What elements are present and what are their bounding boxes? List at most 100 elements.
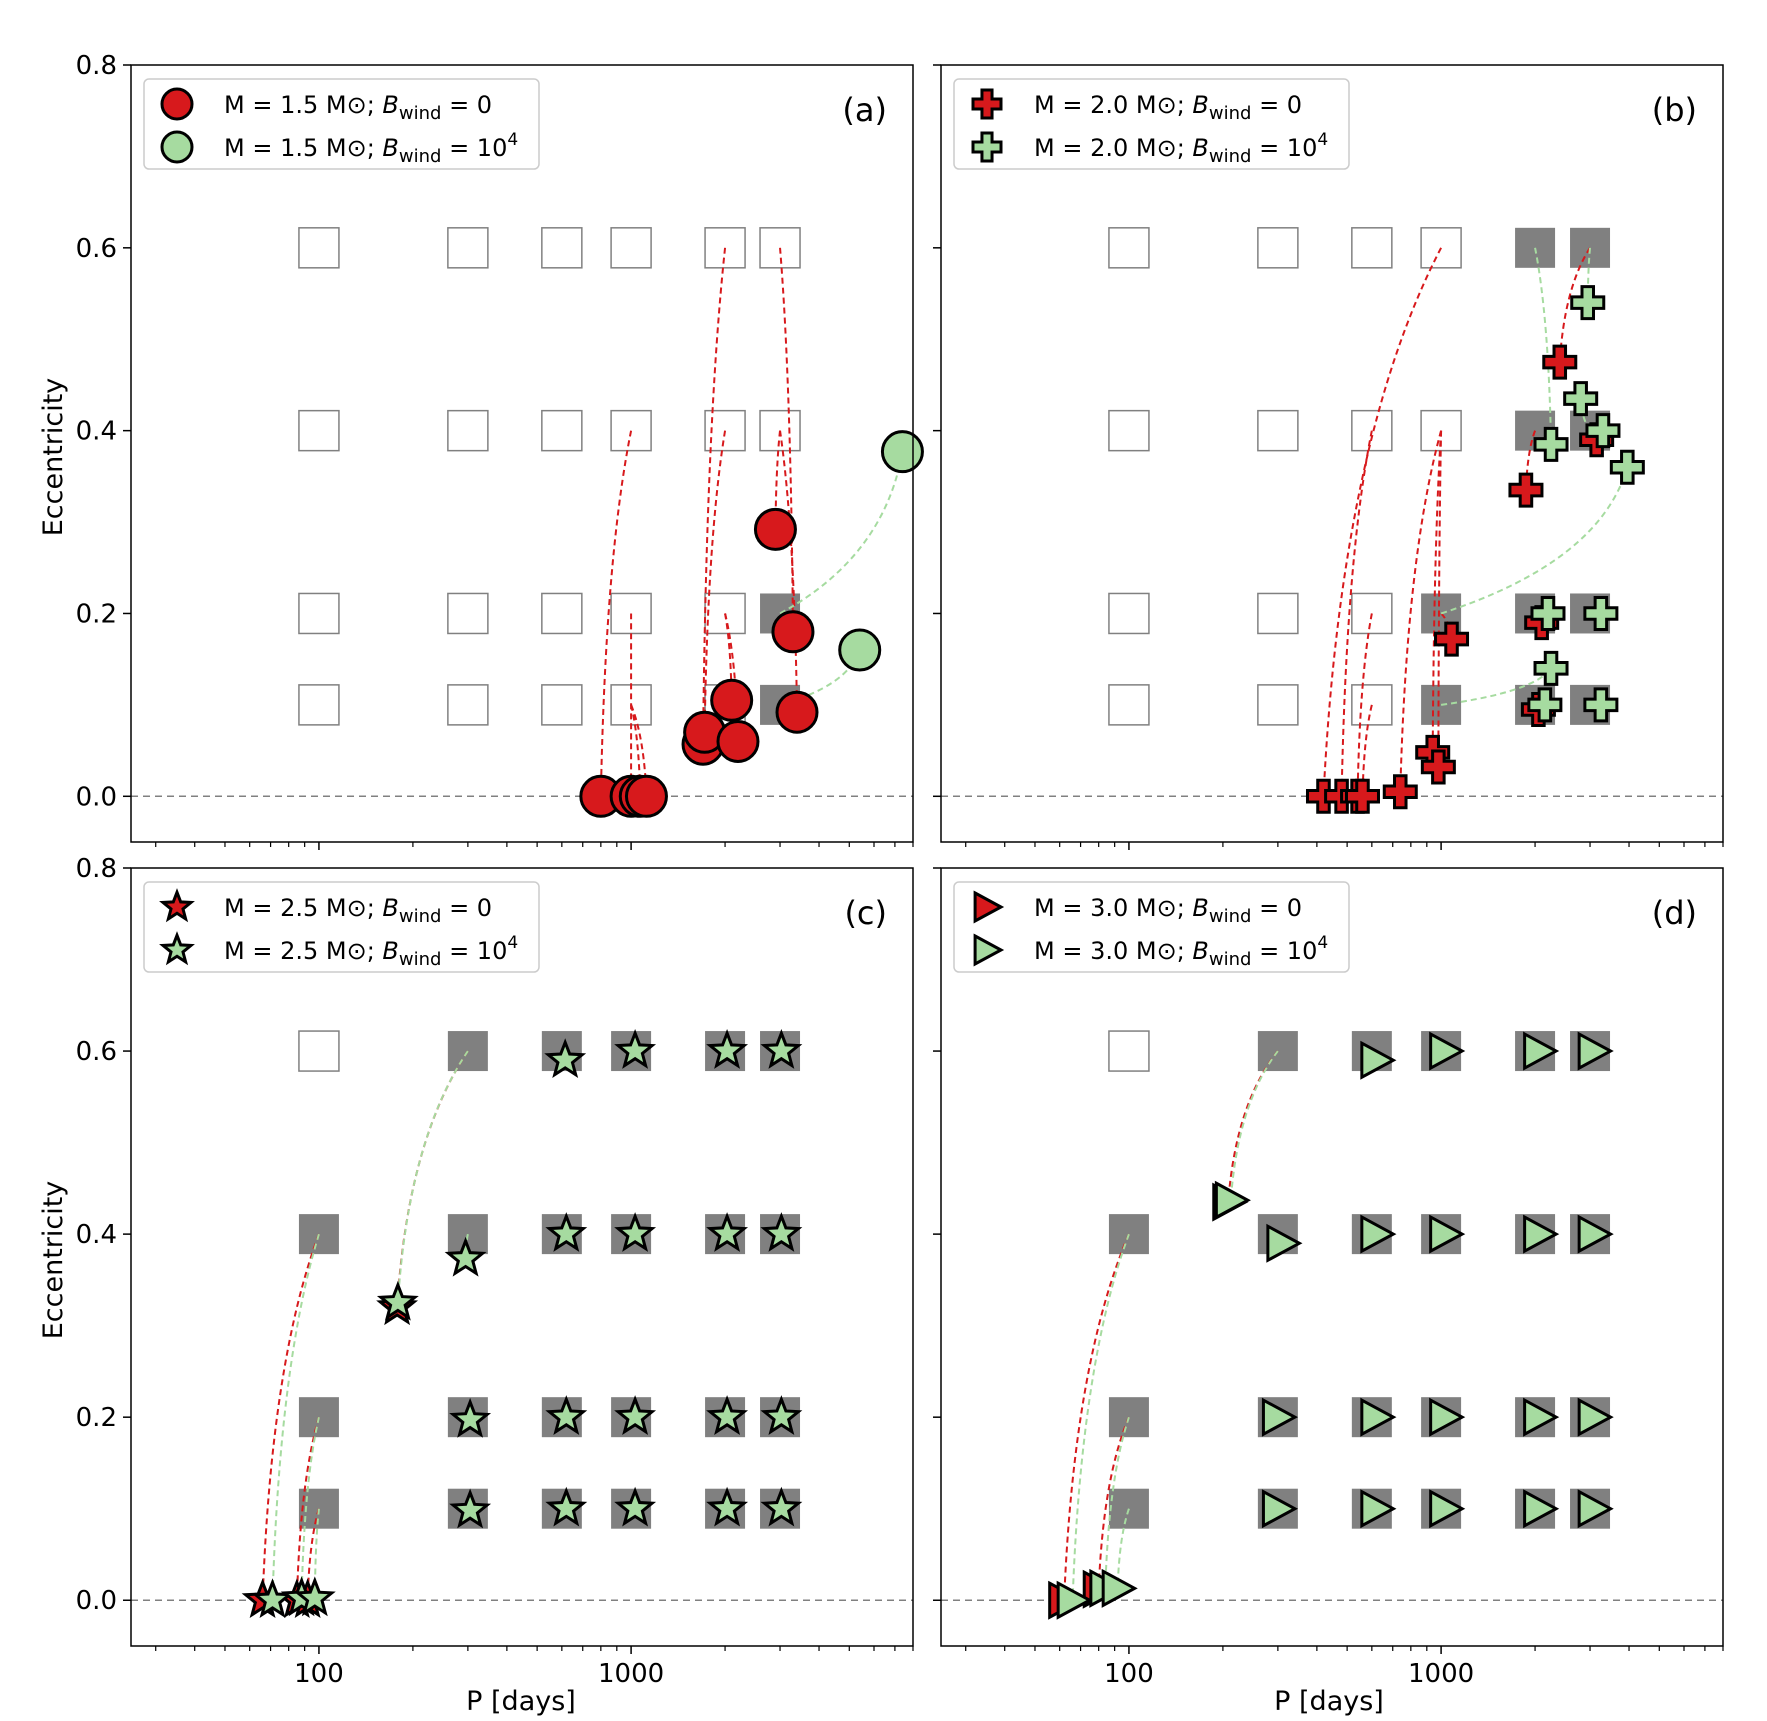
evolution-track bbox=[1586, 247, 1592, 303]
x-tick-label: 100 bbox=[1104, 1659, 1154, 1689]
legend-entry: M = 1.5 M⊙; Bwind = 0 bbox=[224, 91, 492, 124]
legend-marker-green bbox=[971, 131, 1003, 163]
data-point-green bbox=[1530, 595, 1566, 631]
data-point-green bbox=[1429, 1214, 1466, 1254]
grid-square-empty bbox=[298, 227, 340, 269]
axes-frame bbox=[130, 867, 914, 1647]
data-point-green bbox=[1360, 1214, 1397, 1254]
evolution-track bbox=[702, 247, 727, 745]
evolution-track bbox=[1104, 1416, 1130, 1589]
evolution-track bbox=[1440, 466, 1629, 615]
data-point-green bbox=[545, 1395, 588, 1435]
x-tick-label: 1000 bbox=[598, 1659, 664, 1689]
data-point-red bbox=[1344, 778, 1380, 814]
data-point-green bbox=[838, 628, 882, 672]
grid-square-empty bbox=[1351, 227, 1393, 269]
grid-square-empty bbox=[447, 592, 489, 635]
plot-area bbox=[131, 868, 913, 1646]
panel-d: 100 1000 (d) M = 3.0 M⊙; Bwind = 0 M = 3.0 M… bbox=[933, 867, 1724, 1689]
y-tick-label: 0.4 bbox=[76, 417, 117, 447]
panel-c: 0.0 0.2 0.4 0.6 0.8 100 1000 (c) M = 2.5 M⊙; Bwi… bbox=[76, 854, 914, 1689]
data-point-green bbox=[760, 1212, 803, 1252]
axes-frame bbox=[940, 64, 1724, 843]
plot-area bbox=[941, 65, 1723, 842]
evolution-track bbox=[779, 247, 794, 632]
data-point-green bbox=[1577, 1031, 1614, 1071]
evolution-track bbox=[779, 430, 798, 713]
evolution-track bbox=[300, 1416, 320, 1599]
grid-square-empty bbox=[447, 684, 489, 726]
data-point-green bbox=[1577, 1214, 1614, 1254]
data-point-green bbox=[706, 1029, 749, 1069]
data-point-red bbox=[1434, 621, 1470, 657]
data-point-green bbox=[1523, 1031, 1560, 1071]
legend-entry: M = 2.5 M⊙; Bwind = 104 bbox=[224, 933, 518, 970]
ylabel-bottom: Eccentricity bbox=[38, 1181, 69, 1340]
grid-square-empty bbox=[298, 592, 340, 635]
grid-square-empty bbox=[1108, 684, 1150, 726]
legend-entry: M = 1.5 M⊙; Bwind = 104 bbox=[224, 130, 518, 167]
evolution-track bbox=[1322, 247, 1442, 797]
legend-entry: M = 2.0 M⊙; Bwind = 104 bbox=[1034, 130, 1328, 167]
grid-square-empty bbox=[541, 592, 583, 635]
evolution-track bbox=[1071, 1233, 1130, 1601]
grid-square-empty bbox=[1257, 684, 1299, 726]
data-point-green bbox=[1360, 1489, 1397, 1529]
grid-square-empty bbox=[1257, 409, 1299, 452]
evolution-track bbox=[1437, 430, 1443, 768]
legend-marker-green bbox=[973, 933, 1005, 967]
legend-box bbox=[953, 78, 1350, 170]
panel-label: (a) bbox=[842, 91, 887, 129]
evolution-track bbox=[703, 430, 727, 733]
data-point-green bbox=[449, 1397, 492, 1438]
y-tick-label: 0.8 bbox=[76, 51, 117, 81]
data-point-green bbox=[545, 1212, 588, 1252]
legend-marker-red bbox=[971, 88, 1003, 120]
plot-area bbox=[941, 868, 1723, 1646]
data-point-red bbox=[716, 719, 760, 763]
grid-square-empty bbox=[1257, 592, 1299, 635]
grid-square-empty bbox=[1108, 409, 1150, 452]
data-point-green bbox=[1577, 1489, 1614, 1529]
y-tick-label: 0.0 bbox=[76, 782, 117, 812]
data-point-red bbox=[753, 507, 797, 551]
data-point-green bbox=[376, 1280, 419, 1321]
evolution-track bbox=[1063, 1233, 1130, 1601]
evolution-track bbox=[1431, 430, 1443, 753]
data-point-green bbox=[1609, 449, 1645, 485]
data-point-green bbox=[444, 1236, 487, 1277]
data-point-green bbox=[1266, 1223, 1303, 1263]
panel-label: (c) bbox=[844, 894, 887, 932]
grid-square-empty bbox=[541, 409, 583, 452]
grid-square-empty bbox=[541, 227, 583, 269]
data-point-green bbox=[1577, 1397, 1614, 1437]
data-point-green bbox=[614, 1395, 657, 1435]
legend-entry: M = 2.5 M⊙; Bwind = 0 bbox=[224, 894, 492, 927]
data-point-green bbox=[760, 1486, 803, 1527]
legend-box bbox=[143, 78, 540, 170]
legend-marker-green bbox=[159, 931, 195, 966]
data-point-green bbox=[1583, 687, 1619, 723]
data-point-green bbox=[293, 1576, 336, 1617]
data-point-green bbox=[614, 1029, 657, 1069]
evolution-track bbox=[774, 430, 782, 530]
legend-entry: M = 3.0 M⊙; Bwind = 0 bbox=[1034, 894, 1302, 927]
legend-entry: M = 3.0 M⊙; Bwind = 104 bbox=[1034, 933, 1328, 970]
xlabel-left: P [days] bbox=[466, 1686, 576, 1717]
data-point-green bbox=[1533, 426, 1569, 462]
y-tick-label: 0.0 bbox=[76, 1586, 117, 1616]
data-point-green bbox=[1214, 1180, 1251, 1220]
grid-square-empty bbox=[1108, 1030, 1150, 1072]
data-point-green bbox=[1261, 1397, 1299, 1437]
grid-square-empty bbox=[447, 409, 489, 452]
data-point-green bbox=[1533, 650, 1569, 686]
data-point-red bbox=[775, 690, 819, 734]
axes-frame bbox=[940, 867, 1724, 1647]
grid-square-empty bbox=[1108, 227, 1150, 269]
evolution-track bbox=[1229, 1050, 1279, 1201]
data-point-green bbox=[1583, 595, 1619, 631]
data-point-green bbox=[1101, 1568, 1138, 1608]
data-point-green bbox=[706, 1486, 749, 1527]
data-point-green bbox=[760, 1029, 803, 1069]
